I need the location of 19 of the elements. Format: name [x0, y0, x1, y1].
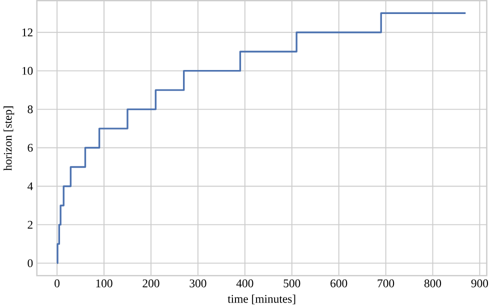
y-tick-label: 12 — [22, 28, 32, 36]
y-axis-title: horizon [step] — [4, 106, 14, 171]
x-axis-title: time [minutes] — [228, 294, 296, 304]
x-tick-label: 600 — [330, 280, 348, 288]
x-tick-label: 400 — [236, 280, 254, 288]
x-tick-label: 800 — [424, 280, 442, 288]
x-tick-label: 100 — [96, 280, 112, 288]
x-tick-label: 700 — [378, 280, 394, 288]
x-tick-label: 300 — [190, 280, 206, 288]
y-tick-label: 6 — [28, 144, 33, 152]
y-tick-label: 10 — [22, 66, 33, 75]
y-tick-label: 8 — [28, 105, 33, 114]
y-tick-label: 2 — [28, 220, 32, 229]
y-tick-label: 0 — [28, 259, 33, 268]
x-tick-label: 900 — [471, 280, 488, 288]
y-tick-label: 4 — [28, 182, 33, 190]
x-tick-label: 500 — [284, 280, 300, 288]
x-tick-label: 0 — [54, 280, 60, 288]
x-tick-label: 200 — [142, 280, 160, 288]
